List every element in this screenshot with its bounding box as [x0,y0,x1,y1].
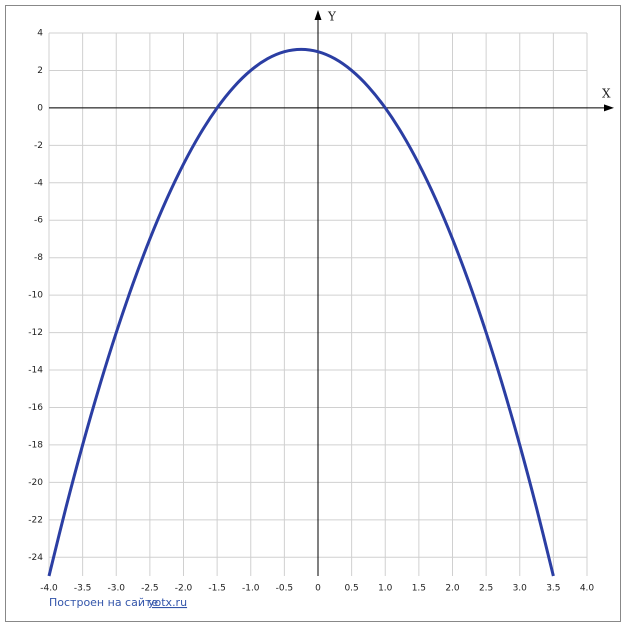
y-tick-label: -2 [34,141,43,151]
x-tick-label: -0.5 [276,584,294,594]
y-tick-label: -22 [28,515,43,525]
curve [47,47,555,577]
x-tick-label: -4.0 [40,584,58,594]
x-tick-label: 0 [315,584,321,594]
y-tick-label: 0 [37,103,43,113]
y-tick-label: -4 [34,178,43,188]
y-tick-label: -6 [34,216,43,226]
x-tick-label: 1.5 [412,584,426,594]
y-axis-arrow [314,10,322,20]
y-tick-label: -16 [28,403,43,413]
y-tick-label: -12 [28,328,43,338]
x-axis-label: X [602,86,611,100]
y-tick-label: 2 [37,66,43,76]
x-tick-label: 4.0 [580,584,595,594]
x-tick-label: -1.5 [208,584,226,594]
x-tick-label: 3.0 [513,584,528,594]
x-tick-label: -3.0 [107,584,125,594]
y-tick-label: -24 [28,553,43,563]
frame [5,5,621,622]
footer-link[interactable]: yotx.ru [148,596,187,609]
x-tick-label: 3.5 [546,584,560,594]
y-tick-label: -8 [34,253,43,263]
x-axis-arrow [604,104,614,112]
y-tick-label: -14 [28,366,43,376]
x-tick-label: -2.5 [141,584,159,594]
y-axis-label: Y [327,10,337,24]
y-tick-label: -10 [28,291,43,301]
y-tick-label: -20 [28,478,43,488]
footer-text: Построен на сайте [49,596,158,609]
y-tick-label: 4 [37,29,43,39]
x-tick-label: -2.0 [175,584,193,594]
x-tick-label: -1.0 [242,584,260,594]
x-tick-label: -3.5 [74,584,92,594]
x-tick-label: 2.5 [479,584,493,594]
y-tick-label: -18 [28,440,43,450]
x-tick-label: 1.0 [378,584,393,594]
x-tick-label: 2.0 [445,584,460,594]
x-tick-label: 0.5 [344,584,358,594]
